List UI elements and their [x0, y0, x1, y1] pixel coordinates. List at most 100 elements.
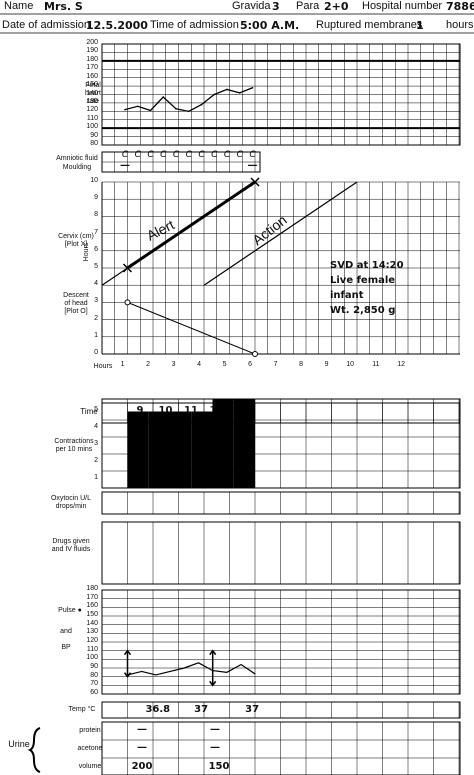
drugs-panel-border — [101, 521, 461, 585]
pulse-tick-label: 70 — [90, 680, 98, 688]
fhr-point — [124, 108, 126, 111]
fhr-point — [226, 88, 228, 91]
amniotic-fluid-mark: C — [172, 150, 180, 160]
amniotic-fluid-mark: C — [249, 150, 256, 160]
contractions-panel-border — [101, 402, 461, 489]
cervix-tick-label: 8 — [94, 211, 98, 219]
cervix-tick-label: 10 — [90, 177, 98, 184]
hour-tick-label: 12 — [397, 361, 405, 368]
fhr-point — [251, 86, 254, 89]
amniotic-fluid-mark: C — [223, 150, 231, 160]
fhr-tick-label: 90 — [90, 131, 98, 139]
fhr-panel-border — [101, 43, 461, 146]
oxytocin-label: Oxytocin U/L drops/min — [50, 495, 92, 510]
membranes-unit: hours — [446, 19, 474, 31]
fhr-tick-label: 160 — [86, 72, 98, 80]
cervix-tick-label: 9 — [94, 194, 98, 202]
contraction-bar — [212, 398, 234, 488]
temp-row-border — [101, 701, 461, 719]
hour-tick-label: 11 — [372, 361, 380, 368]
time-value: 9 — [136, 405, 144, 416]
pulse-tick-label: 110 — [86, 645, 98, 653]
cervix-tick-label: 0 — [94, 349, 98, 356]
contraction-bar — [233, 398, 255, 488]
admission-time-value: 5:00 A.M. — [240, 19, 300, 32]
bp-arrow-head — [123, 649, 132, 656]
fhr-point — [187, 110, 190, 113]
fhr-tick-label: 120 — [86, 106, 98, 114]
descent-label: Descent of head [Plot O] — [63, 292, 89, 315]
delivery-note-line: SVD at 14:20 — [330, 260, 404, 271]
time-value: 10 — [158, 405, 173, 416]
hour-tick-label: 1 — [120, 361, 125, 368]
admission-date-value: 12.5.2000 — [86, 19, 148, 32]
contractions-tick-label: 5 — [94, 406, 98, 413]
urine-volume-label: volume — [78, 763, 102, 770]
hour-tick-label: 10 — [346, 361, 354, 368]
pulse-tick-label: 150 — [86, 611, 98, 618]
cervix-x-marker — [122, 263, 133, 273]
pulse-tick-label: 170 — [86, 593, 98, 601]
name-value: Mrs. S — [44, 0, 83, 13]
hospital-number-value: 7886 — [446, 0, 474, 13]
fhr-tick-label: 110 — [86, 114, 98, 122]
urine-volume-value: 150 — [208, 761, 230, 772]
fhr-point — [162, 96, 165, 98]
fhr-point — [238, 92, 241, 94]
fhr-tick-label: 150 — [86, 81, 98, 89]
fhr-label: Fetal heart rate — [85, 82, 101, 105]
pulse-tick-label: 80 — [90, 671, 98, 679]
gravida-value: 3 — [272, 0, 280, 13]
cervix-tick-label: 4 — [94, 280, 98, 288]
hour-tick-label: 7 — [273, 361, 278, 368]
contraction-bar — [148, 411, 170, 488]
hospital-number-label: Hospital number — [362, 0, 443, 12]
hour-tick-label: 4 — [197, 361, 201, 368]
cervix-x-marker — [250, 177, 260, 187]
urine-panel-border — [101, 721, 461, 775]
fhr-point — [200, 103, 203, 106]
urine-protein-label: protein — [79, 727, 101, 734]
amniotic-fluid-mark: C — [134, 150, 141, 160]
fhr-point — [213, 93, 216, 96]
membranes-value: 1 — [416, 19, 424, 32]
pulse-label: Pulse ● — [58, 607, 82, 614]
amniotic-fluid-mark: C — [236, 150, 243, 160]
pulse-tick-label: 90 — [90, 663, 98, 670]
contraction-bar — [170, 411, 192, 488]
gravida-label: Gravida — [232, 0, 271, 12]
pulse-tick-label: 120 — [86, 637, 98, 644]
amniotic-fluid-mark: C — [211, 150, 218, 160]
delivery-note-line: Live female — [330, 275, 396, 286]
contractions-tick-label: 2 — [94, 457, 98, 464]
cervix-tick-label: 2 — [94, 314, 98, 322]
pulse-tick-label: 60 — [90, 689, 98, 696]
descent-line — [127, 301, 256, 355]
pulse-tick-label: 180 — [86, 585, 98, 592]
fhr-tick-label: 130 — [86, 97, 98, 105]
hour-tick-label: 2 — [146, 361, 150, 368]
hour-tick-label: 5 — [222, 361, 227, 368]
fhr-tick-label: 140 — [86, 89, 98, 97]
urine-acetone-label: acetone — [77, 745, 103, 752]
fhr-point — [149, 109, 152, 112]
contractions-tick-label: 3 — [94, 440, 98, 447]
temp-label: Temp °C — [68, 706, 96, 713]
contractions-tick-label: 1 — [94, 474, 98, 481]
amniotic-fluid-mark: C — [160, 150, 167, 160]
amniotic-fluid-mark: C — [198, 150, 205, 160]
fhr-point — [175, 108, 177, 110]
temp-value: 37 — [194, 704, 209, 715]
amniotic-fluid-label: Amniotic fluid — [56, 155, 98, 162]
pulse-tick-label: 130 — [86, 628, 98, 636]
time-value: 11 — [184, 405, 198, 416]
cervix-label: Cervix (cm) [Plot X] — [58, 233, 94, 248]
urine-volume-value: 200 — [131, 761, 153, 772]
hour-tick-label: 6 — [248, 361, 252, 368]
hour-tick-label: 9 — [324, 361, 329, 368]
para-value: 2+0 — [324, 0, 349, 13]
hour-tick-label: 8 — [299, 361, 303, 368]
cervix-tick-label: 3 — [94, 297, 98, 305]
cervix-tick-label: 5 — [94, 263, 98, 270]
